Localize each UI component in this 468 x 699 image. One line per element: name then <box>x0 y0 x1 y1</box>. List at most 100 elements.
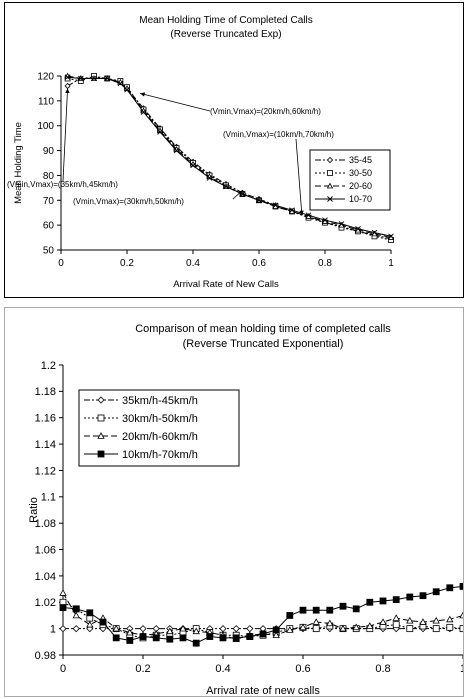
data-point <box>112 624 120 632</box>
annotation-arrowhead <box>299 210 304 216</box>
data-point <box>91 75 97 82</box>
data-point <box>192 639 200 647</box>
data-point <box>206 633 214 640</box>
x-tick-label: 0.2 <box>120 258 134 269</box>
legend-marker <box>97 432 105 439</box>
legend-label: 35km/h-45km/h <box>122 395 198 407</box>
x-tick-label: 0.6 <box>252 258 266 269</box>
x-tick-label: 1 <box>460 663 463 675</box>
data-point <box>126 628 134 636</box>
x-axis-label: Arrival rate of new calls <box>206 685 320 696</box>
data-point <box>117 80 124 87</box>
series-line <box>67 75 392 239</box>
series-4 <box>59 583 463 647</box>
data-point <box>112 634 120 642</box>
data-point <box>72 605 80 613</box>
y-tick-label: 120 <box>37 72 54 83</box>
data-point <box>77 75 84 82</box>
data-point <box>124 86 130 93</box>
annotation-arrowhead <box>237 190 243 195</box>
data-point <box>64 82 71 90</box>
data-point <box>232 625 240 633</box>
y-tick-label: 1.12 <box>35 465 56 477</box>
y-tick-label: 60 <box>43 221 55 232</box>
data-point <box>99 618 107 626</box>
y-tick-label: 1.1 <box>41 492 56 504</box>
data-point <box>379 618 387 625</box>
chart-title: Comparison of mean holding time of compl… <box>135 323 391 335</box>
data-point <box>459 611 463 619</box>
y-tick-label: 1.2 <box>41 360 56 372</box>
y-tick-label: 100 <box>37 121 54 132</box>
legend-marker <box>97 396 105 404</box>
data-point <box>173 147 180 154</box>
legend-label: 10-70 <box>349 194 372 204</box>
y-tick-label: 1.18 <box>35 386 56 398</box>
data-point <box>371 229 378 236</box>
data-point <box>192 627 200 635</box>
annotation-arrowhead <box>65 88 70 94</box>
y-axis-label: Ratio <box>28 497 40 523</box>
data-point <box>126 637 134 644</box>
series-line <box>67 76 392 237</box>
data-point <box>152 634 160 642</box>
data-point <box>219 634 227 642</box>
data-point <box>312 625 320 633</box>
data-point <box>326 619 334 627</box>
data-point <box>232 634 240 642</box>
data-point <box>272 202 279 209</box>
data-point <box>140 109 147 115</box>
data-point <box>272 631 280 639</box>
data-point <box>179 634 187 642</box>
chart-ratio: Comparison of mean holding time of compl… <box>28 323 463 696</box>
legend-marker <box>97 414 105 422</box>
x-tick-label: 0 <box>58 258 64 269</box>
data-point <box>305 212 312 219</box>
legend-label: 20-60 <box>349 181 372 191</box>
data-point <box>352 623 360 631</box>
data-point <box>326 606 334 614</box>
data-point <box>366 598 374 606</box>
y-tick-label: 1.08 <box>35 518 56 530</box>
data-point <box>286 612 294 619</box>
annotations: (Vmin,Vmax)=(20km/h,60km/h) (Vmin,Vmax)=(… <box>7 88 334 216</box>
data-point <box>322 217 328 223</box>
legend-marker <box>327 170 333 176</box>
data-point <box>259 630 267 638</box>
data-point <box>64 74 71 81</box>
data-point <box>223 183 229 190</box>
data-point <box>338 221 345 227</box>
legend-label: 10km/h-70km/h <box>122 449 198 461</box>
data-point <box>86 609 94 617</box>
legend: 35km/h-45km/h 30km/h-50km/h 20km/h-60km/h 1… <box>78 389 240 467</box>
data-point <box>392 621 400 629</box>
data-point <box>406 616 414 624</box>
annotation-arrow <box>62 88 68 182</box>
x-tick-label: 0.8 <box>375 663 390 675</box>
chart-panel-holding-time: Mean Holding Time of Completed Calls (Rev… <box>4 2 464 298</box>
data-point <box>219 625 227 633</box>
legend-marker <box>326 156 334 164</box>
annotation-arrowhead <box>140 92 146 97</box>
chart-title: Mean Holding Time of Completed Calls <box>139 15 312 26</box>
data-point <box>339 602 347 610</box>
data-point <box>72 611 80 619</box>
x-axis-label: Arrival Rate of New Calls <box>173 279 279 290</box>
legend-marker <box>97 450 105 458</box>
chart-subtitle: (Reverse Truncated Exponential) <box>183 338 344 350</box>
data-point <box>190 162 196 169</box>
data-point <box>406 625 414 633</box>
legend-label: 20km/h-60km/h <box>122 431 198 443</box>
data-point <box>355 226 361 232</box>
data-point <box>392 596 400 604</box>
data-point <box>339 624 347 632</box>
y-tick-label: 0.98 <box>35 650 56 662</box>
data-point <box>312 606 320 614</box>
series-4 <box>64 74 394 240</box>
data-point <box>272 626 280 634</box>
legend-label: 35-45 <box>349 155 372 165</box>
data-point <box>72 625 80 633</box>
legend-label: 30km/h-50km/h <box>122 413 198 425</box>
x-tick-label: 0.8 <box>318 258 332 269</box>
data-point <box>166 635 174 643</box>
